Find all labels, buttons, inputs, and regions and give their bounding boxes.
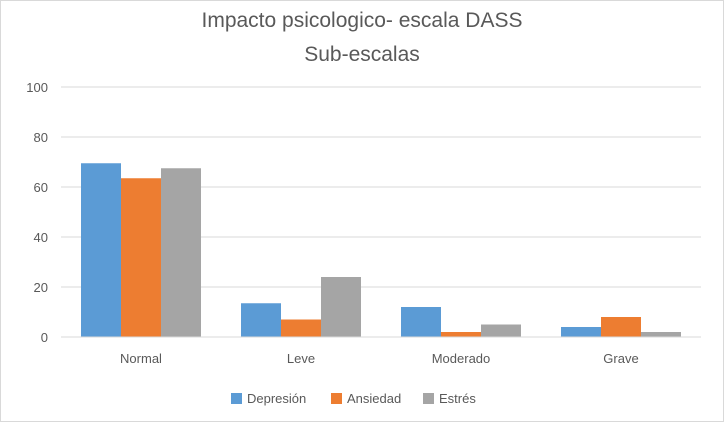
legend-label: Depresión bbox=[247, 391, 306, 406]
legend-swatch bbox=[423, 393, 434, 404]
y-tick-label: 100 bbox=[26, 80, 48, 95]
bar-estrés-normal bbox=[161, 168, 201, 337]
x-axis-ticks: Normal Leve Moderado Grave bbox=[120, 351, 639, 366]
legend: Depresión Ansiedad Estrés bbox=[231, 391, 476, 406]
chart-title-line-2: Sub-escalas bbox=[304, 43, 420, 66]
chart-title-line-1: Impacto psicologico- escala DASS bbox=[202, 9, 523, 32]
legend-swatch bbox=[231, 393, 242, 404]
bar-estrés-grave bbox=[641, 332, 681, 337]
bar-estrés-moderado bbox=[481, 324, 521, 337]
bar-depresión-grave bbox=[561, 327, 601, 337]
bar-depresión-leve bbox=[241, 303, 281, 337]
x-tick-label: Leve bbox=[287, 351, 315, 366]
bars bbox=[81, 163, 681, 337]
y-tick-label: 80 bbox=[34, 130, 48, 145]
bar-depresión-moderado bbox=[401, 307, 441, 337]
y-tick-label: 20 bbox=[34, 280, 48, 295]
bar-ansiedad-leve bbox=[281, 319, 321, 337]
y-tick-label: 60 bbox=[34, 180, 48, 195]
bar-depresión-normal bbox=[81, 163, 121, 337]
x-tick-label: Moderado bbox=[432, 351, 491, 366]
y-tick-label: 40 bbox=[34, 230, 48, 245]
legend-label: Estrés bbox=[439, 391, 476, 406]
bar-ansiedad-normal bbox=[121, 178, 161, 337]
bar-ansiedad-grave bbox=[601, 317, 641, 337]
x-tick-label: Normal bbox=[120, 351, 162, 366]
bar-estrés-leve bbox=[321, 277, 361, 337]
legend-swatch bbox=[331, 393, 342, 404]
y-tick-label: 0 bbox=[41, 330, 48, 345]
y-axis-ticks: 0 20 40 60 80 100 bbox=[26, 80, 48, 345]
x-tick-label: Grave bbox=[603, 351, 638, 366]
legend-label: Ansiedad bbox=[347, 391, 401, 406]
bar-ansiedad-moderado bbox=[441, 332, 481, 337]
